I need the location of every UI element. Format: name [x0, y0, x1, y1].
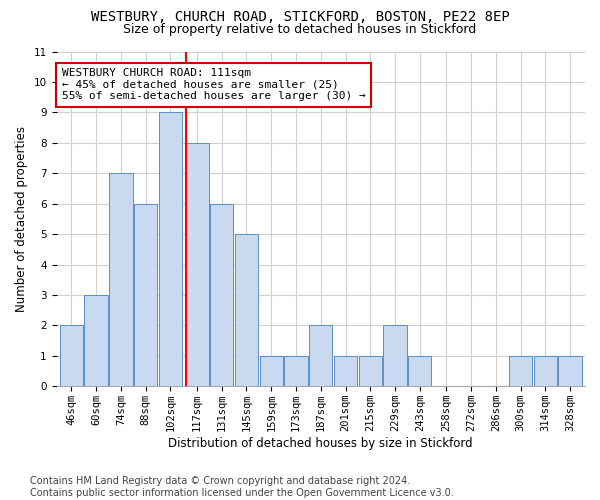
Bar: [260, 356, 283, 386]
Bar: [284, 356, 308, 386]
Bar: [85, 295, 108, 386]
Text: Contains HM Land Registry data © Crown copyright and database right 2024.
Contai: Contains HM Land Registry data © Crown c…: [30, 476, 454, 498]
Bar: [134, 204, 157, 386]
Y-axis label: Number of detached properties: Number of detached properties: [15, 126, 28, 312]
Text: WESTBURY, CHURCH ROAD, STICKFORD, BOSTON, PE22 8EP: WESTBURY, CHURCH ROAD, STICKFORD, BOSTON…: [91, 10, 509, 24]
Bar: [559, 356, 582, 386]
Text: WESTBURY CHURCH ROAD: 111sqm
← 45% of detached houses are smaller (25)
55% of se: WESTBURY CHURCH ROAD: 111sqm ← 45% of de…: [62, 68, 365, 102]
Bar: [334, 356, 357, 386]
Bar: [109, 173, 133, 386]
Bar: [60, 326, 83, 386]
Text: Size of property relative to detached houses in Stickford: Size of property relative to detached ho…: [124, 22, 476, 36]
Bar: [509, 356, 532, 386]
Bar: [159, 112, 182, 386]
Bar: [235, 234, 258, 386]
Bar: [309, 326, 332, 386]
Bar: [185, 143, 209, 386]
Bar: [359, 356, 382, 386]
Bar: [210, 204, 233, 386]
X-axis label: Distribution of detached houses by size in Stickford: Distribution of detached houses by size …: [169, 437, 473, 450]
Bar: [408, 356, 431, 386]
Bar: [383, 326, 407, 386]
Bar: [534, 356, 557, 386]
